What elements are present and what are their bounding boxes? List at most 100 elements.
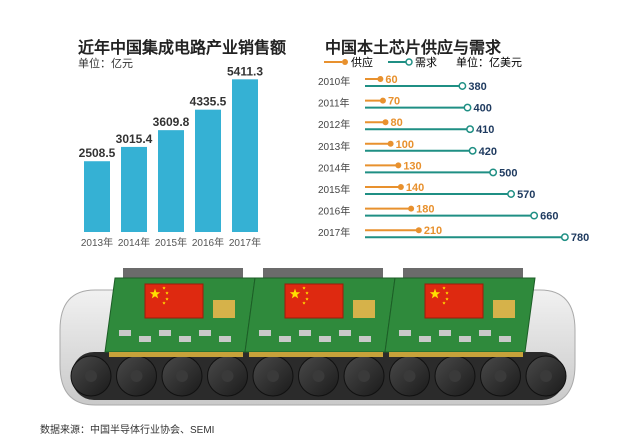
flag-small-star-icon bbox=[162, 301, 166, 305]
china-flag-chip bbox=[424, 283, 484, 319]
year-label: 2013年 bbox=[318, 140, 350, 153]
board-edge-connector bbox=[389, 352, 523, 357]
legend-demand-label: 需求 bbox=[415, 56, 437, 69]
board-component bbox=[159, 330, 171, 336]
supply-value-label: 60 bbox=[385, 74, 397, 86]
flag-small-star-icon bbox=[302, 286, 306, 290]
board-component bbox=[139, 336, 151, 342]
board-component bbox=[339, 330, 351, 336]
bar-category-label: 2015年 bbox=[155, 236, 187, 249]
demand-value-label: 780 bbox=[571, 232, 589, 244]
year-label: 2012年 bbox=[318, 118, 350, 131]
board-component bbox=[119, 330, 131, 336]
flag-star-icon bbox=[289, 288, 301, 299]
roller-hub bbox=[403, 370, 416, 382]
demand-point bbox=[466, 125, 475, 134]
board-component bbox=[479, 330, 491, 336]
year-label: 2017年 bbox=[318, 226, 350, 239]
board-bracket bbox=[403, 268, 523, 280]
demand-value-label: 410 bbox=[476, 124, 494, 136]
roller-hub bbox=[540, 370, 552, 382]
demand-value-label: 500 bbox=[499, 167, 517, 179]
flag-small-star-icon bbox=[442, 286, 446, 290]
flag-small-star-icon bbox=[442, 301, 446, 305]
demand-value-label: 380 bbox=[468, 81, 486, 93]
board-component bbox=[459, 336, 471, 342]
legend-supply-label: 供应 bbox=[351, 55, 373, 69]
bar-value-label: 4335.5 bbox=[190, 95, 227, 109]
bar-2013年 bbox=[84, 161, 110, 232]
board-component bbox=[179, 336, 191, 342]
board-component bbox=[419, 336, 431, 342]
board-component bbox=[359, 336, 371, 342]
supply-value-label: 80 bbox=[391, 117, 403, 129]
flag-small-star-icon bbox=[165, 297, 169, 301]
right-chart-unit: 单位：亿美元 bbox=[456, 55, 522, 69]
supply-value-label: 140 bbox=[406, 182, 424, 194]
right-chart-title: 中国本土芯片供应与需求 bbox=[325, 40, 502, 57]
bar-2016年 bbox=[195, 109, 221, 232]
board-component bbox=[319, 336, 331, 342]
supply-value-label: 180 bbox=[416, 204, 434, 216]
demand-point bbox=[468, 146, 477, 155]
supply-value-label: 100 bbox=[396, 139, 414, 151]
year-label: 2016年 bbox=[318, 205, 350, 218]
legend-demand-dot bbox=[405, 58, 413, 66]
legend-supply-dot bbox=[342, 59, 348, 65]
board-component bbox=[259, 330, 271, 336]
roller-hub bbox=[312, 370, 325, 382]
conveyor-rollers bbox=[70, 355, 567, 397]
demand-value-label: 420 bbox=[479, 146, 497, 158]
roller-hub bbox=[449, 370, 461, 382]
roller-hub bbox=[267, 370, 279, 382]
supply-value-label: 130 bbox=[403, 160, 421, 172]
right-chart-legend: 供应 需求 单位：亿美元 bbox=[324, 55, 522, 69]
bar-value-label: 5411.3 bbox=[227, 64, 263, 78]
year-label: 2010年 bbox=[318, 75, 350, 88]
conveyor-illustration bbox=[59, 268, 576, 406]
china-flag-chip bbox=[144, 283, 204, 319]
bar-category-label: 2016年 bbox=[192, 236, 224, 249]
flag-star-icon bbox=[429, 288, 441, 299]
flag-small-star-icon bbox=[445, 297, 449, 301]
demand-value-label: 400 bbox=[474, 103, 492, 115]
demand-point bbox=[489, 168, 498, 177]
supply-value-label: 70 bbox=[388, 96, 400, 108]
board-component bbox=[219, 336, 231, 342]
board-chip bbox=[213, 300, 235, 318]
roller-hub bbox=[221, 370, 234, 382]
right-lollipop-chart: 2010年 380 60 2011年 400 70 2012年 410 80 2013年 420 10… bbox=[318, 74, 589, 244]
supply-point bbox=[377, 76, 384, 82]
flag-small-star-icon bbox=[165, 291, 169, 295]
board-component bbox=[499, 336, 511, 342]
board-chip bbox=[493, 300, 515, 318]
data-source: 数据来源：中国半导体行业协会、SEMI bbox=[40, 425, 215, 436]
board-bracket bbox=[263, 268, 383, 280]
flag-small-star-icon bbox=[305, 297, 309, 301]
bar-2017年 bbox=[232, 79, 258, 232]
demand-point bbox=[458, 82, 467, 90]
board-bracket bbox=[123, 268, 243, 280]
supply-point bbox=[395, 162, 402, 169]
demand-value-label: 570 bbox=[517, 189, 535, 201]
flag-small-star-icon bbox=[162, 286, 166, 290]
bar-category-label: 2017年 bbox=[229, 236, 261, 249]
demand-point bbox=[560, 233, 569, 242]
board-chip bbox=[353, 300, 375, 318]
demand-point bbox=[530, 211, 539, 220]
bar-value-label: 2508.5 bbox=[79, 146, 116, 160]
board-component bbox=[279, 336, 291, 342]
year-label: 2011年 bbox=[318, 97, 350, 110]
board-edge-connector bbox=[249, 352, 383, 357]
china-flag-chip bbox=[284, 283, 344, 319]
demand-point bbox=[463, 103, 472, 112]
roller-hub bbox=[85, 370, 97, 382]
roller-hub bbox=[130, 370, 143, 382]
flag-small-star-icon bbox=[305, 291, 309, 295]
bar-category-label: 2013年 bbox=[81, 236, 113, 249]
left-chart-title: 近年中国集成电路产业销售额 bbox=[78, 40, 287, 57]
supply-point bbox=[387, 140, 394, 147]
supply-point bbox=[382, 119, 389, 126]
board-component bbox=[199, 330, 211, 336]
